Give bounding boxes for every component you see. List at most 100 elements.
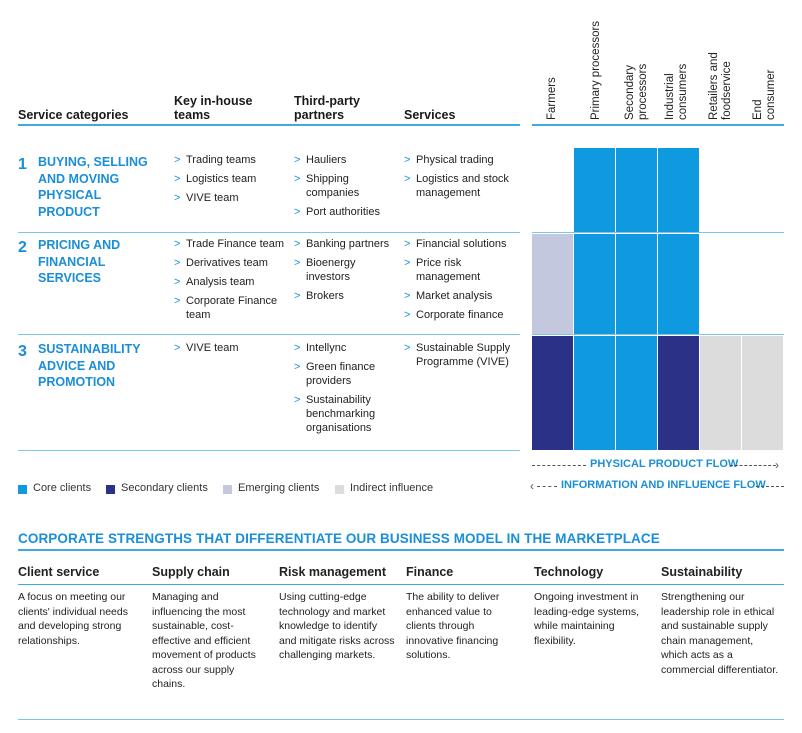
chevron-right-icon: > bbox=[294, 154, 301, 166]
list-item: > Green finance providers bbox=[294, 361, 376, 387]
list-item: > Analysis team bbox=[174, 276, 255, 288]
list-item: > Logistics team bbox=[174, 173, 257, 185]
legend-swatch-emerging bbox=[223, 485, 232, 494]
chevron-right-icon: > bbox=[294, 173, 301, 185]
arrow-left-icon: ‹ bbox=[530, 479, 534, 493]
chevron-right-icon: > bbox=[174, 257, 181, 269]
matrix-cell-core bbox=[616, 234, 657, 334]
flow-dash bbox=[730, 465, 776, 466]
column-header-end-consumer: End consumer bbox=[752, 69, 777, 121]
strength-text: Ongoing investment in leading-edge syste… bbox=[534, 591, 640, 647]
legend-label-indirect: Indirect influence bbox=[350, 482, 434, 494]
list-item: > Intellync bbox=[294, 342, 347, 354]
list-item: > VIVE team bbox=[174, 192, 239, 204]
chevron-right-icon: > bbox=[294, 290, 301, 302]
row-partners-list: > Hauliers > Shipping companies > Port auth… bbox=[294, 153, 394, 224]
matrix-cell-core bbox=[616, 336, 657, 450]
list-item: > Logistics and stock management bbox=[404, 173, 509, 199]
row-services-list: > Sustainable Supply Programme (VIVE) bbox=[404, 341, 520, 374]
list-item: > Brokers bbox=[294, 290, 344, 302]
list-item: > Banking partners bbox=[294, 238, 390, 250]
row-partners-list: > Banking partners > Bioenergy investors >… bbox=[294, 237, 394, 308]
legend-label-core: Core clients bbox=[33, 482, 92, 494]
row-number: 1 bbox=[18, 156, 27, 173]
strength-heading: Supply chain bbox=[152, 565, 230, 579]
row-title: BUYING, SELLING AND MOVING PHYSICAL PROD… bbox=[38, 155, 148, 219]
chevron-right-icon: > bbox=[174, 295, 181, 307]
list-item: > Derivatives team bbox=[174, 257, 268, 269]
row-number: 2 bbox=[18, 239, 27, 256]
header-key-teams: Key in-house teams bbox=[174, 94, 253, 122]
row-services-list: > Financial solutions > Price risk managem… bbox=[404, 237, 520, 327]
matrix-cell-core bbox=[574, 234, 615, 334]
matrix-cell-indirect bbox=[742, 336, 783, 450]
row-partners-list: > Intellync > Green finance providers > Sus… bbox=[294, 341, 394, 440]
strength-heading: Technology bbox=[534, 565, 604, 579]
list-item: > Hauliers bbox=[294, 154, 347, 166]
matrix-cell-secondary bbox=[658, 336, 699, 450]
chevron-right-icon: > bbox=[404, 238, 411, 250]
matrix-cell-core bbox=[616, 148, 657, 232]
list-item: > Corporate finance bbox=[404, 309, 504, 321]
row-divider bbox=[532, 232, 784, 233]
matrix-cell-core bbox=[574, 336, 615, 450]
chevron-right-icon: > bbox=[294, 206, 301, 218]
list-item: > Trade Finance team bbox=[174, 238, 285, 250]
legend-swatch-indirect bbox=[335, 485, 344, 494]
header-services: Services bbox=[404, 108, 456, 122]
chevron-right-icon: > bbox=[174, 276, 181, 288]
row-divider bbox=[18, 334, 520, 335]
strength-text: A focus on meeting our clients' individu… bbox=[18, 591, 128, 647]
chevron-right-icon: > bbox=[174, 154, 181, 166]
matrix-cell-emerging bbox=[532, 234, 573, 334]
list-item: > Corporate Finance team bbox=[174, 295, 278, 321]
matrix-cell-core bbox=[658, 234, 699, 334]
list-item: > Physical trading bbox=[404, 154, 494, 166]
list-item: > Price risk management bbox=[404, 257, 481, 283]
row-teams-list: > Trading teams > Logistics team > VIVE tea… bbox=[174, 153, 289, 210]
legend-label-secondary: Secondary clients bbox=[121, 482, 208, 494]
flow-dash bbox=[756, 486, 784, 487]
strength-heading: Sustainability bbox=[661, 565, 743, 579]
physical-flow-label: PHYSICAL PRODUCT FLOW bbox=[590, 458, 739, 470]
chevron-right-icon: > bbox=[404, 342, 411, 354]
chevron-right-icon: > bbox=[404, 309, 411, 321]
matrix-cell-secondary bbox=[532, 336, 573, 450]
list-item: > Bioenergy investors bbox=[294, 257, 356, 283]
strengths-title: CORPORATE STRENGTHS THAT DIFFERENTIATE O… bbox=[18, 531, 660, 546]
flow-dash bbox=[537, 486, 557, 487]
column-header-industrial-consumers: Industrial consumers bbox=[664, 63, 689, 120]
strength-text: Strengthening our leadership role in eth… bbox=[661, 591, 779, 676]
row-divider bbox=[532, 334, 784, 335]
chevron-right-icon: > bbox=[404, 154, 411, 166]
chevron-right-icon: > bbox=[404, 257, 411, 269]
row-divider bbox=[18, 232, 520, 233]
list-item: > Port authorities bbox=[294, 206, 380, 218]
list-item: > VIVE team bbox=[174, 342, 239, 354]
strengths-bottom-rule bbox=[18, 719, 784, 720]
column-header-secondary-processors: Secondary processors bbox=[624, 63, 649, 120]
header-rule-right bbox=[532, 124, 784, 126]
chevron-right-icon: > bbox=[404, 173, 411, 185]
matrix-cell-indirect bbox=[700, 336, 741, 450]
strength-text: The ability to deliver enhanced value to… bbox=[406, 591, 500, 661]
chevron-right-icon: > bbox=[294, 361, 301, 373]
chevron-right-icon: > bbox=[294, 342, 301, 354]
column-header-primary-processors: Primary processors bbox=[590, 20, 602, 120]
list-item: > Market analysis bbox=[404, 290, 493, 302]
list-item: > Trading teams bbox=[174, 154, 256, 166]
chevron-right-icon: > bbox=[294, 394, 301, 406]
information-flow-label: INFORMATION AND INFLUENCE FLOW bbox=[561, 479, 766, 491]
header-rule-left bbox=[18, 124, 520, 126]
chevron-right-icon: > bbox=[174, 342, 181, 354]
chevron-right-icon: > bbox=[174, 238, 181, 250]
arrow-right-icon: › bbox=[775, 458, 779, 472]
list-item: > Sustainable Supply Programme (VIVE) bbox=[404, 342, 511, 368]
strength-text: Managing and influencing the most sustai… bbox=[152, 591, 256, 690]
row-divider bbox=[18, 450, 520, 451]
list-item: > Sustainability benchmarking organisatio… bbox=[294, 394, 376, 434]
row-services-list: > Physical trading > Logistics and stock m… bbox=[404, 153, 520, 205]
chevron-right-icon: > bbox=[174, 192, 181, 204]
row-number: 3 bbox=[18, 343, 27, 360]
strengths-title-rule bbox=[18, 549, 784, 551]
